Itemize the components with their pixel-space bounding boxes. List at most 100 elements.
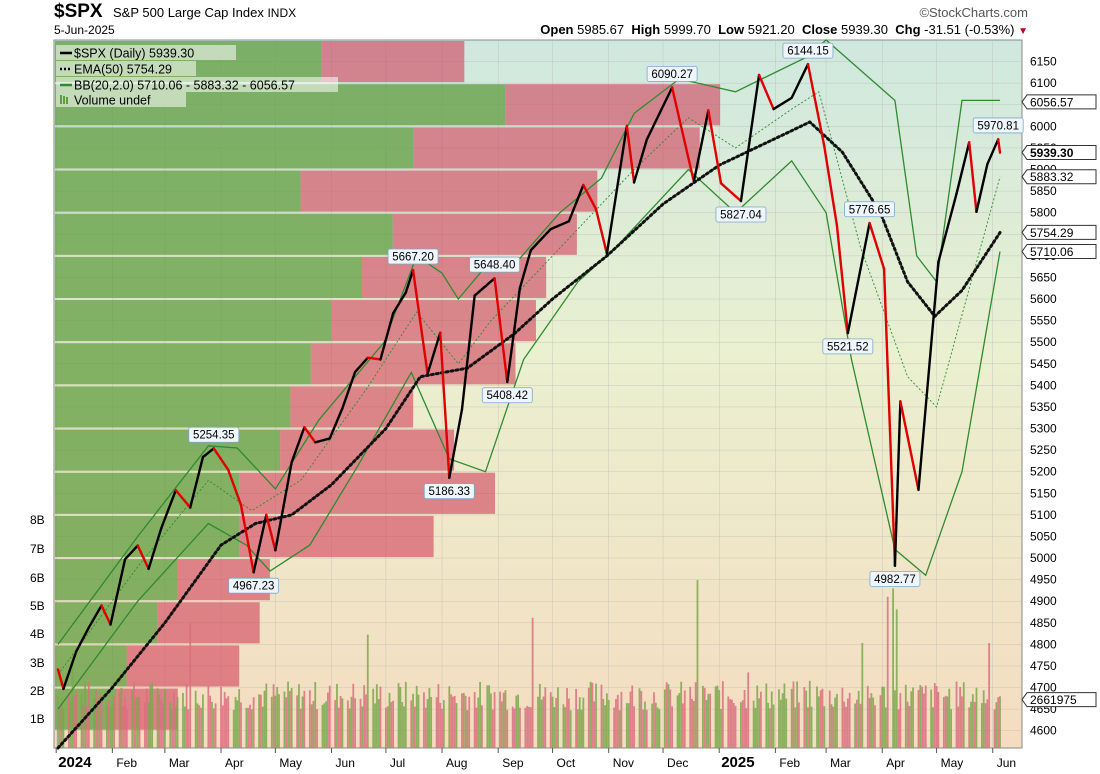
volume-bar [285,697,288,748]
vbp-bar-up [55,515,240,558]
y-tick-label: 5500 [1030,335,1057,349]
volume-bar [106,705,108,748]
x-tick-label-year: 2025 [721,754,754,771]
price-segment [719,182,743,203]
volume-bar [557,687,559,748]
price-segment [473,277,496,297]
volume-bar [147,702,150,748]
volume-bar [580,709,583,748]
volume-bar [538,684,541,748]
vbp-bar-up [55,472,240,514]
volume-bar [933,683,936,748]
volume-bar [930,689,933,748]
volume-bar [491,709,494,748]
volume-bar [71,655,74,748]
volume-bar [500,701,503,748]
y-tick-label: 4900 [1030,594,1057,608]
volume-bar [468,696,471,748]
volume-bar [477,697,480,748]
price-segment [823,144,839,227]
volume-bar [984,703,987,748]
quote-bar: Open 5985.67 High 5999.70 Low 5921.20 Cl… [540,22,1028,37]
volume-bar [955,681,958,748]
volume-bar [696,580,699,748]
price-segment [136,544,150,571]
volume-bar [962,682,965,748]
price-segment [955,141,971,195]
volume-bar [158,693,161,748]
volume-bar [640,690,643,748]
volume-bar [707,693,710,748]
volume-bar [323,703,326,748]
volume-bar [466,710,469,748]
volume-bar [993,709,996,748]
volume-bar [493,692,496,748]
volume-bar [841,687,844,748]
volume-bar [136,697,139,748]
x-tick-label: Mar [830,756,851,770]
ema50-line [56,120,1002,750]
volume-bar [881,686,884,748]
volume-bar [752,700,755,748]
volume-bar [848,692,851,748]
price-segment [100,604,112,626]
volume-bar [169,702,172,748]
volume-bar [705,700,708,748]
price-segment [625,124,636,184]
volume-bar [937,691,940,748]
price-segment [968,141,978,214]
annotation-label: 5827.04 [720,210,762,222]
volume-bar [174,707,177,748]
volume-bar [980,703,983,748]
volume-bar [968,707,971,748]
annotation-label: 5667.20 [392,252,434,264]
price-segment [739,73,761,203]
price-segment [975,163,989,214]
volume-bar [524,707,527,748]
brand-credit[interactable]: ©StockCharts.com [919,5,1028,20]
legend-bg [56,92,186,107]
volume-bar [392,700,395,748]
volume-bar [600,684,603,748]
volume-bar [185,683,188,748]
volume-bar [312,700,315,748]
volume-bar [785,698,788,748]
volume-bar [173,692,175,748]
price-segment [227,468,243,507]
y-tick-label: 4600 [1030,724,1057,738]
volume-bar [703,687,706,748]
price-segment [341,370,357,410]
volume-bar [413,706,416,748]
vbp-bar-up [55,602,158,644]
volume-bar [511,706,514,748]
volume-bar [435,697,438,748]
volume-bar [654,702,657,748]
volume-bar [741,700,744,748]
volume-bar [702,685,704,748]
volume-tick-label: 7B [30,542,45,556]
volume-bar [808,680,811,748]
volume-bar [287,681,289,748]
volume-tick-label: 8B [30,513,45,527]
volume-bar [607,700,610,748]
vbp-bar-up [55,213,393,255]
chg-value: -31.51 (-0.53%) [924,22,1015,37]
volume-bar [859,703,862,748]
volume-tick-label: 4B [30,627,45,641]
volume-bar [894,690,896,748]
volume-bar [629,691,632,748]
volume-bar [718,690,721,748]
price-segment [493,277,509,384]
volume-bar [912,687,914,748]
volume-bar [374,703,376,748]
volume-bar [821,688,824,748]
volume-bar [365,694,367,748]
volume-bar [290,688,293,748]
volume-bar [95,690,97,748]
volume-bar [919,685,922,748]
volume-bar [770,691,773,748]
volume-bar [836,693,838,748]
legend-bg [56,45,236,60]
price-segment [201,447,215,459]
